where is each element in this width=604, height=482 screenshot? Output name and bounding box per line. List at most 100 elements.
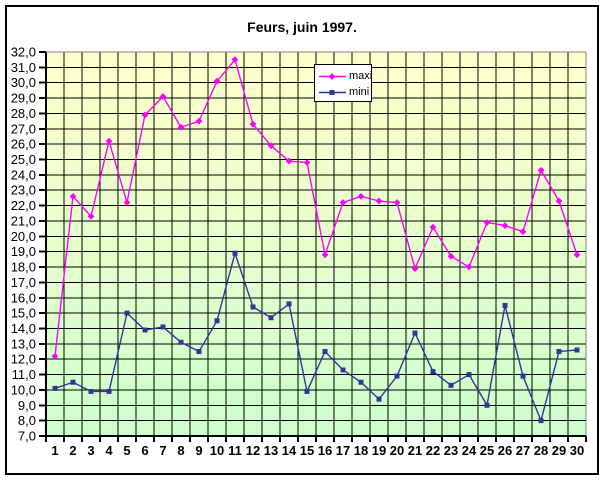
data-point-marker	[376, 396, 382, 402]
x-tick-label: 8	[177, 443, 184, 458]
data-point-marker	[322, 349, 328, 355]
legend-item-maxi[interactable]: maxi	[319, 68, 373, 84]
y-tick-label: 29,0	[11, 91, 36, 106]
y-tick-label: 21,0	[11, 213, 36, 228]
data-point-marker	[339, 199, 347, 206]
y-tick-label: 31,0	[11, 60, 36, 75]
x-tick-label: 7	[159, 443, 166, 458]
x-tick-label: 16	[318, 443, 332, 458]
data-point-marker	[177, 123, 185, 131]
y-tick-label: 18,0	[11, 260, 36, 275]
data-point-marker	[69, 192, 77, 200]
y-axis: 32,031,030,029,028,027,026,025,024,023,0…	[11, 45, 46, 444]
x-tick-label: 18	[354, 443, 368, 458]
x-tick-label: 22	[426, 443, 440, 458]
data-point-marker	[393, 199, 401, 206]
x-tick-label: 21	[408, 443, 422, 458]
y-tick-label: 25,0	[11, 152, 36, 167]
x-tick-label: 13	[264, 443, 278, 458]
data-point-marker	[502, 302, 508, 308]
y-tick-label: 30,0	[11, 75, 36, 90]
data-point-marker	[123, 199, 131, 206]
legend[interactable]: maxi mini	[314, 64, 372, 102]
x-tick-label: 20	[390, 443, 404, 458]
x-tick-label: 4	[105, 443, 113, 458]
data-point-marker	[142, 327, 148, 333]
y-tick-label: 24,0	[11, 167, 36, 182]
legend-mini-line-icon	[319, 89, 346, 95]
data-point-marker	[52, 385, 58, 391]
data-point-marker	[106, 388, 112, 394]
data-point-marker	[340, 367, 346, 373]
y-tick-label: 28,0	[11, 106, 36, 121]
x-tick-label: 1	[51, 443, 58, 458]
y-tick-label: 23,0	[11, 183, 36, 198]
data-point-marker	[447, 252, 455, 260]
y-tick-label: 13,0	[11, 336, 36, 351]
data-point-marker	[286, 301, 292, 307]
data-point-marker	[232, 250, 238, 256]
x-tick-label: 29	[552, 443, 566, 458]
data-point-marker	[124, 310, 130, 316]
data-point-marker	[574, 347, 580, 353]
data-point-marker	[321, 251, 329, 259]
data-point-marker	[213, 77, 221, 85]
data-point-marker	[465, 263, 473, 271]
data-point-marker	[87, 212, 95, 220]
data-point-marker	[412, 330, 418, 336]
x-tick-label: 28	[534, 443, 548, 458]
y-tick-label: 19,0	[11, 244, 36, 259]
x-tick-label: 12	[246, 443, 260, 458]
data-point-marker	[573, 251, 581, 259]
data-point-marker	[304, 388, 310, 394]
data-point-marker	[214, 318, 220, 324]
x-tick-label: 10	[210, 443, 224, 458]
legend-maxi-label: maxi	[349, 70, 373, 82]
maxi-series[interactable]	[51, 56, 581, 360]
data-point-marker	[375, 197, 383, 205]
x-tick-label: 14	[282, 443, 297, 458]
x-axis: 1 2 3 4 5 6 7 8 9 10 11 12 13 14 15 16 17 18 19 20 21 22 23 24 2…	[45, 436, 587, 458]
data-point-marker	[501, 222, 509, 229]
data-point-marker	[285, 157, 293, 165]
data-point-marker	[329, 89, 335, 95]
data-point-marker	[556, 349, 562, 355]
x-tick-label: 5	[123, 443, 130, 458]
data-point-marker	[267, 142, 275, 150]
y-tick-label: 20,0	[11, 229, 36, 244]
legend-mini-label: mini	[349, 86, 370, 98]
data-point-marker	[231, 56, 239, 64]
data-point-marker	[250, 304, 256, 310]
data-point-marker	[358, 379, 364, 385]
x-tick-label: 25	[480, 443, 494, 458]
data-point-marker	[195, 117, 203, 125]
y-tick-label: 9,0	[18, 398, 36, 413]
data-point-marker	[88, 388, 94, 394]
data-point-marker	[70, 379, 76, 385]
x-tick-label: 27	[516, 443, 530, 458]
x-tick-label: 9	[195, 443, 202, 458]
x-tick-label: 3	[87, 443, 94, 458]
y-tick-label: 15,0	[11, 306, 36, 321]
mini-series[interactable]	[52, 250, 580, 424]
y-tick-label: 7,0	[18, 429, 36, 444]
data-point-marker	[448, 382, 454, 388]
data-point-marker	[268, 315, 274, 321]
x-tick-label: 30	[570, 443, 584, 458]
data-point-marker	[196, 349, 202, 355]
x-tick-label: 23	[444, 443, 458, 458]
y-tick-label: 26,0	[11, 137, 36, 152]
data-point-marker	[357, 192, 365, 200]
x-tick-label: 26	[498, 443, 512, 458]
data-point-marker	[249, 120, 257, 128]
y-tick-label: 14,0	[11, 321, 36, 336]
data-point-marker	[555, 197, 563, 205]
mini-line	[54, 252, 578, 422]
x-tick-label: 24	[462, 443, 477, 458]
y-tick-label: 32,0	[11, 45, 36, 60]
data-point-marker	[141, 111, 149, 119]
data-point-marker	[394, 373, 400, 379]
data-point-marker	[51, 352, 59, 360]
x-tick-label: 17	[336, 443, 350, 458]
legend-item-mini[interactable]: mini	[319, 84, 371, 100]
